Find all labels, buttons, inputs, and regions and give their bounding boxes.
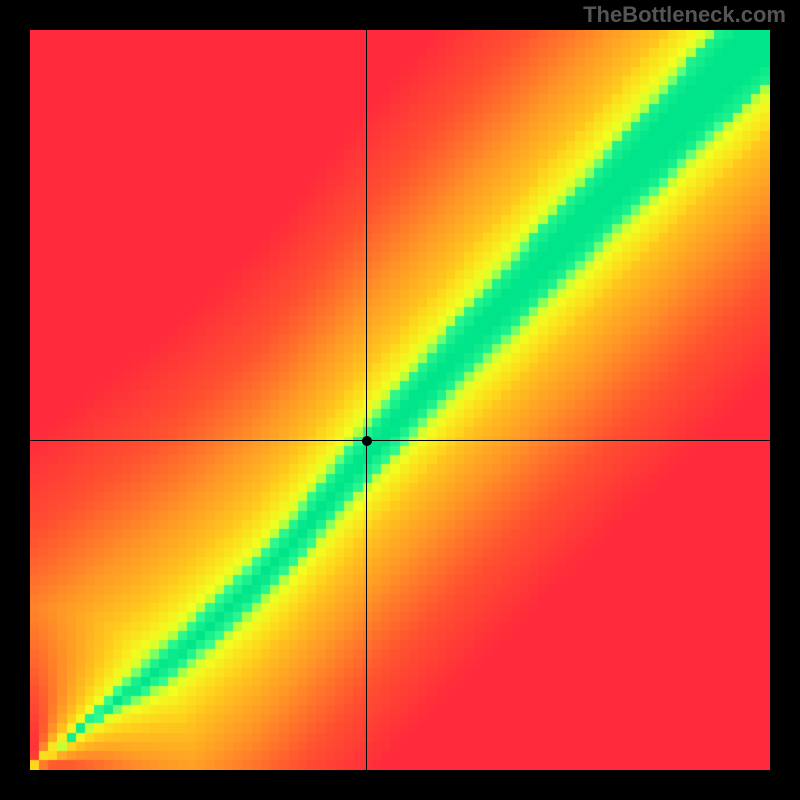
crosshair-vertical-line (366, 30, 367, 770)
watermark-text: TheBottleneck.com (583, 2, 786, 28)
bottleneck-heatmap-canvas (0, 0, 800, 800)
crosshair-horizontal-line (30, 440, 770, 441)
chart-frame: { "meta": { "watermark_text": "TheBottle… (0, 0, 800, 800)
crosshair-marker-dot (362, 436, 372, 446)
